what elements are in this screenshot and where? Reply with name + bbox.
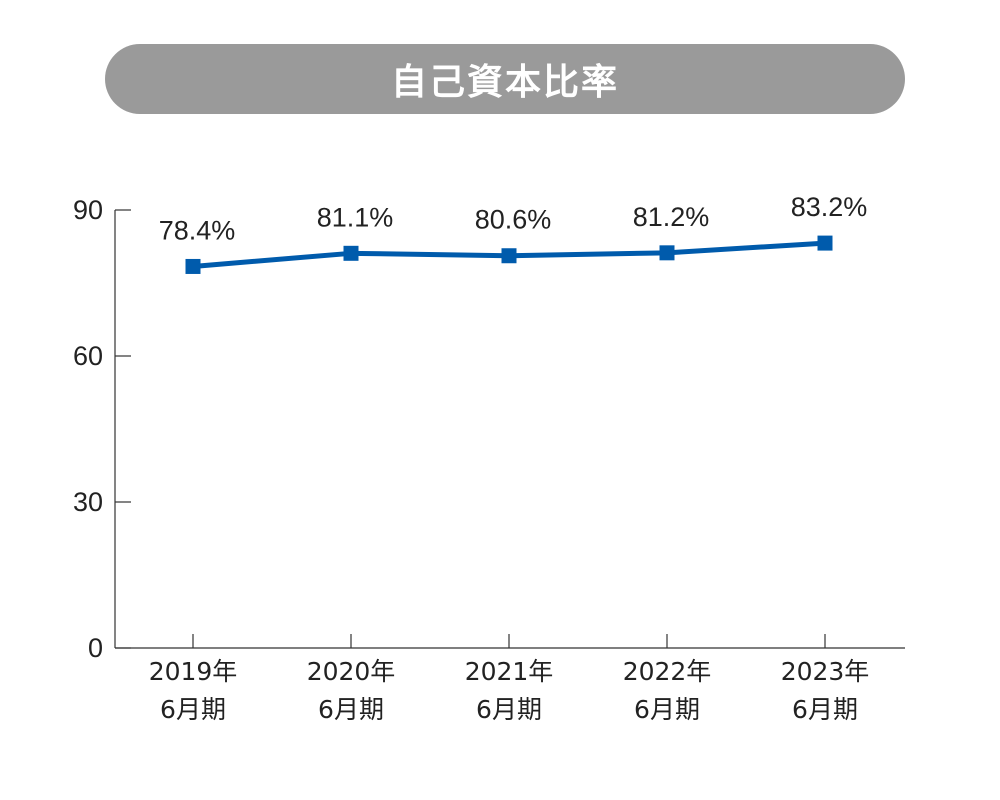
y-tick-label: 60 <box>73 341 103 371</box>
y-tick-label: 30 <box>73 487 103 517</box>
y-tick-label: 90 <box>73 195 103 225</box>
data-label: 81.2% <box>633 202 710 232</box>
x-tick-label: 2023年 <box>781 657 870 686</box>
data-label: 81.1% <box>317 202 394 232</box>
data-label: 80.6% <box>475 205 552 235</box>
data-point-marker <box>501 248 517 264</box>
data-point-marker <box>659 245 675 261</box>
x-tick-label: 2022年 <box>623 657 712 686</box>
data-labels: 78.4% 81.1% 80.6% 81.2% 83.2% <box>159 192 868 245</box>
y-axis-ticks: 0 30 60 90 <box>73 195 131 663</box>
x-tick-label: 2021年 <box>465 657 554 686</box>
data-point-marker <box>817 235 833 251</box>
x-tick-label: 6月期 <box>634 695 700 724</box>
data-point-marker <box>343 245 359 261</box>
x-tick-label: 6月期 <box>160 695 226 724</box>
data-point-marker <box>185 258 201 274</box>
x-tick-label: 2019年 <box>149 657 238 686</box>
data-label: 83.2% <box>791 192 868 222</box>
y-tick-label: 0 <box>88 633 103 663</box>
x-tick-label: 2020年 <box>307 657 396 686</box>
x-tick-label: 6月期 <box>792 695 858 724</box>
chart-title-banner: 自己資本比率 <box>105 44 905 114</box>
x-tick-label: 6月期 <box>318 695 384 724</box>
x-tick-label: 6月期 <box>476 695 542 724</box>
chart-axes <box>114 210 905 649</box>
chart-series <box>185 235 833 274</box>
data-label: 78.4% <box>159 215 236 245</box>
chart-title: 自己資本比率 <box>390 62 619 103</box>
x-axis-ticks: 2019年 6月期 2020年 6月期 2021年 6月期 2022年 6月期 2023年 6月期 <box>149 634 870 724</box>
